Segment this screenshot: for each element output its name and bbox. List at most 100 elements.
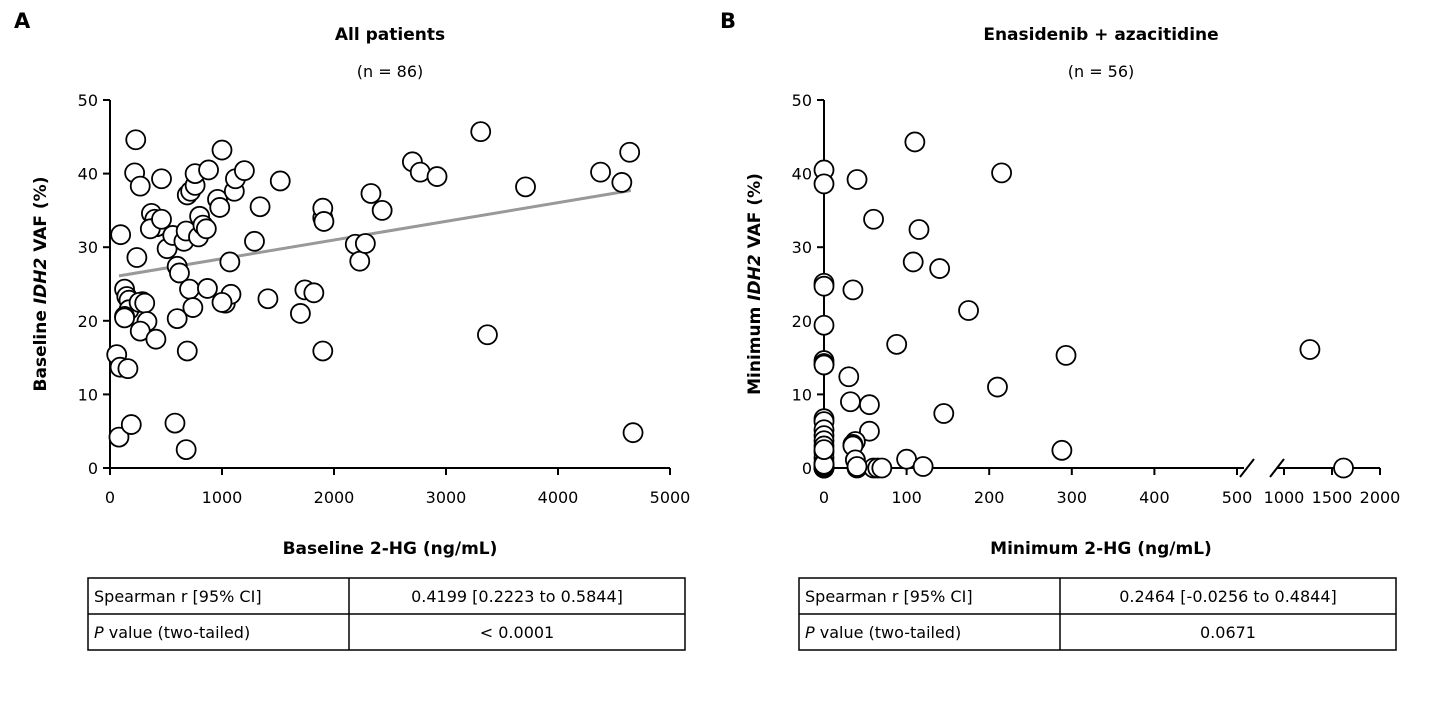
data-point: [908, 219, 930, 240]
panel-b-pvalue-label: P value (two-tailed): [805, 623, 961, 642]
panel-b-x-label: Minimum 2-HG (ng/mL): [990, 539, 1212, 559]
data-point: [912, 456, 934, 477]
data-point: [129, 175, 151, 197]
data-point: [871, 457, 893, 479]
panel-b-y-label-pre: Minimum: [745, 301, 765, 395]
panel-b-y-label-gene: IDH2: [745, 254, 765, 301]
data-point: [120, 414, 142, 435]
panel-b-letter: B: [720, 9, 736, 33]
panel-a-y-label-pre: Baseline: [31, 304, 51, 391]
data-point: [360, 183, 382, 204]
y-tick-label: 40: [792, 165, 812, 184]
panel-b-spearman-label: Spearman r [95% CI]: [805, 587, 973, 606]
data-point: [933, 403, 955, 424]
data-point: [164, 412, 186, 434]
panel-a-letter: A: [14, 9, 31, 33]
data-point: [611, 172, 633, 193]
y-tick-label: 0: [88, 459, 98, 478]
panel-b-title: Enasidenib + azacitidine: [983, 25, 1218, 45]
data-point: [904, 131, 926, 153]
data-point: [289, 303, 311, 324]
y-tick-label: 20: [792, 312, 812, 331]
data-point: [195, 218, 217, 240]
data-point: [859, 420, 880, 442]
data-point: [842, 279, 864, 301]
y-tick-label: 30: [792, 238, 812, 257]
data-point: [859, 394, 880, 416]
x-tick-label: 300: [1057, 488, 1088, 507]
data-point: [349, 250, 371, 272]
data-point: [1299, 339, 1321, 360]
panel-b-subtitle: (n = 56): [1068, 62, 1135, 81]
data-point: [197, 278, 218, 299]
data-point: [166, 308, 188, 329]
data-point: [211, 291, 233, 313]
data-point: [470, 121, 492, 143]
panel-a-pvalue-label: P value (two-tailed): [94, 623, 250, 642]
data-point: [209, 197, 231, 218]
x-tick-label: 1000: [202, 488, 243, 507]
data-point: [169, 262, 190, 284]
y-tick-label: 10: [792, 385, 812, 404]
data-point: [244, 230, 265, 252]
x-tick-label: 4000: [538, 488, 579, 507]
y-tick-label: 30: [78, 238, 98, 257]
panel-a-pvalue-label-rest: value (two-tailed): [104, 623, 251, 642]
data-point: [354, 233, 376, 254]
x-tick-label: 0: [819, 488, 829, 507]
data-point: [619, 141, 641, 163]
data-point: [134, 292, 156, 314]
data-point: [117, 358, 139, 380]
x-tick-label: 2000: [314, 488, 355, 507]
data-point: [958, 300, 979, 321]
panel-a-y-axis: 0 10 20 30 40 50: [78, 91, 110, 478]
data-point: [846, 169, 868, 190]
y-tick-label: 0: [802, 459, 812, 478]
panel-a-x-axis: 0 1000 2000 3000 4000 5000: [105, 468, 690, 507]
data-point: [838, 366, 860, 388]
data-point: [303, 282, 325, 304]
data-point: [176, 340, 198, 362]
panel-b-axis-break-mark-right: [1269, 458, 1285, 478]
panel-b-pvalue-value: 0.0671: [1200, 623, 1256, 642]
data-point: [126, 247, 148, 268]
data-point: [987, 376, 1008, 398]
y-tick-label: 50: [78, 91, 98, 110]
x-tick-label: 2000: [1360, 488, 1401, 507]
x-tick-label: 1000: [1264, 488, 1305, 507]
data-point: [813, 314, 835, 336]
data-point: [198, 159, 219, 181]
panel-a-trendline: [118, 189, 632, 278]
panel-b-y-label: Minimum IDH2 VAF (%): [745, 173, 765, 395]
panel-a-points: [106, 121, 644, 461]
x-tick-label: 1500: [1312, 488, 1353, 507]
panel-b-spearman-value: 0.2464 [-0.0256 to 0.4844]: [1119, 587, 1337, 606]
data-point: [233, 160, 255, 182]
x-tick-label: 500: [1222, 488, 1253, 507]
panel-a-spearman-label: Spearman r [95% CI]: [94, 587, 262, 606]
data-point: [219, 251, 241, 273]
y-tick-label: 10: [78, 385, 98, 404]
data-point: [929, 258, 951, 279]
panel-b-axis-break-mark-left: [1239, 458, 1255, 478]
data-point: [840, 391, 861, 413]
x-tick-label: 3000: [426, 488, 467, 507]
x-tick-label: 100: [891, 488, 922, 507]
panel-a-y-label-post: VAF (%): [31, 177, 51, 258]
data-point: [110, 224, 132, 246]
panel-a-y-label-gene: IDH2: [31, 258, 51, 305]
panel-b: B Enasidenib + azacitidine (n = 56) 0 10 2…: [720, 9, 1401, 651]
panel-a: A All patients (n = 86) 0 10 20 30 40 50 0 100…: [14, 9, 690, 651]
panel-a-y-label: Baseline IDH2 VAF (%): [31, 177, 51, 392]
data-point: [114, 307, 135, 329]
y-tick-label: 20: [78, 312, 98, 331]
data-point: [125, 129, 147, 151]
data-point: [886, 333, 908, 355]
data-point: [515, 176, 536, 198]
data-point: [175, 439, 197, 461]
panel-b-stats-table: Spearman r [95% CI] 0.2464 [-0.0256 to 0…: [798, 577, 1397, 651]
data-point: [622, 422, 644, 444]
x-tick-label: 200: [974, 488, 1005, 507]
panel-a-stats-table: Spearman r [95% CI] 0.4199 [0.2223 to 0.…: [87, 577, 686, 651]
